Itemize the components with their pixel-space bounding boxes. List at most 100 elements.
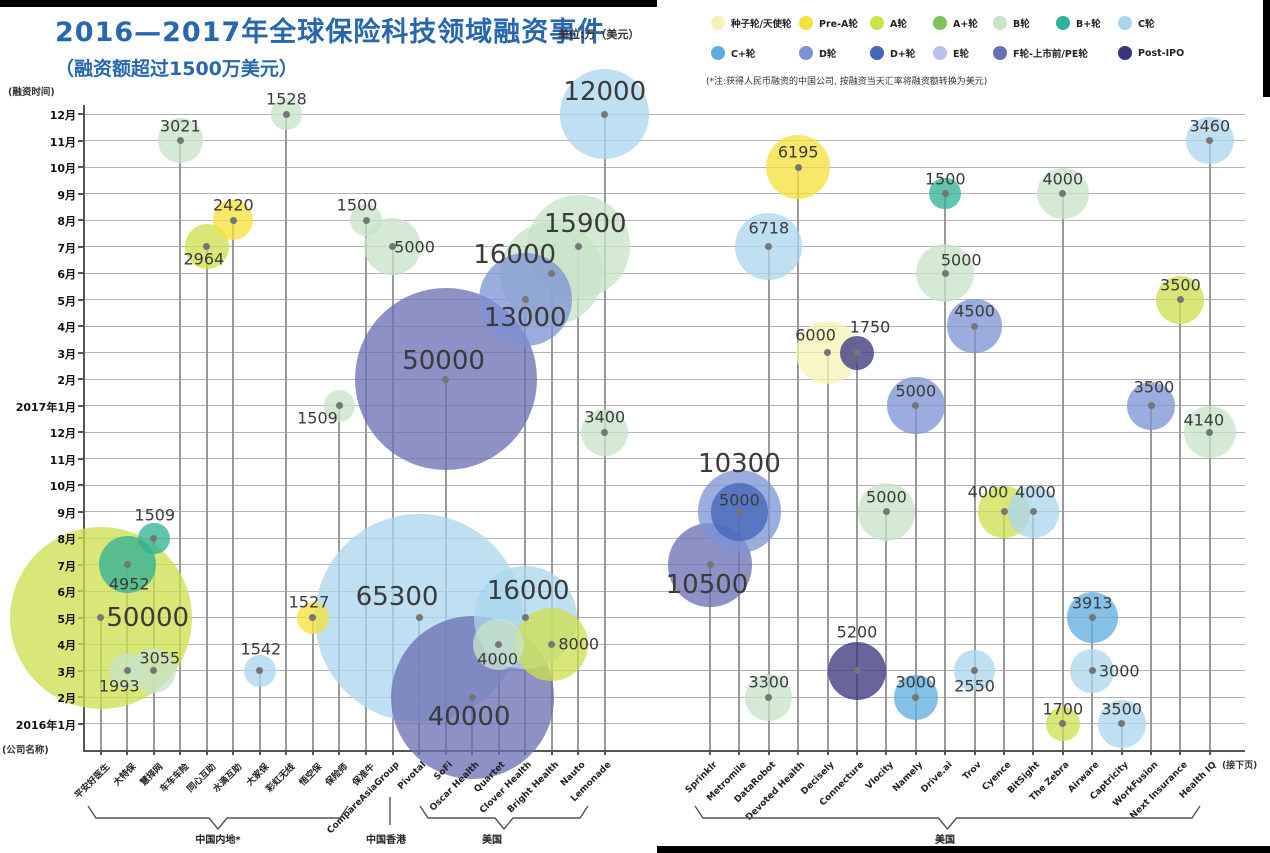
x-axis-tick bbox=[577, 750, 579, 755]
grid-line bbox=[83, 167, 1245, 168]
value-label: 1528 bbox=[266, 90, 307, 109]
value-label: 13000 bbox=[484, 303, 567, 333]
grid-line bbox=[83, 405, 1245, 406]
event-dot bbox=[1177, 296, 1184, 303]
x-axis-tick bbox=[1150, 750, 1152, 755]
value-label: 3055 bbox=[139, 648, 180, 667]
value-label: 4952 bbox=[109, 574, 150, 593]
x-axis-tick bbox=[1003, 750, 1005, 755]
grid-line bbox=[83, 220, 1245, 221]
event-dot bbox=[1206, 429, 1213, 436]
event-dot bbox=[854, 667, 861, 674]
event-dot bbox=[177, 137, 184, 144]
x-axis-tick bbox=[259, 750, 261, 755]
legend-swatch-postIPO bbox=[1118, 46, 1132, 60]
value-label: 6000 bbox=[795, 325, 836, 344]
event-dot bbox=[1001, 508, 1008, 515]
page-title: 2016—2017年全球保险科技领域融资事件 bbox=[55, 10, 605, 49]
month-label: 10月 bbox=[0, 160, 76, 176]
month-label: 11月 bbox=[0, 452, 76, 468]
month-label: 8月 bbox=[0, 531, 76, 547]
group-brace bbox=[695, 806, 1200, 829]
value-label: 1993 bbox=[99, 676, 140, 695]
scan-border-top bbox=[0, 0, 657, 7]
event-dot bbox=[601, 429, 608, 436]
x-axis-line bbox=[83, 750, 1245, 752]
x-axis-tick bbox=[126, 750, 128, 755]
grid-line bbox=[83, 697, 1245, 698]
next-page-label: (接下页) bbox=[1222, 758, 1257, 771]
grid-line bbox=[83, 246, 1245, 247]
region-group-label: 中国香港 bbox=[366, 831, 406, 846]
value-label: 10500 bbox=[666, 570, 749, 600]
legend-swatch-F bbox=[993, 46, 1007, 60]
grid-line bbox=[83, 379, 1245, 380]
x-axis-tick bbox=[1209, 750, 1211, 755]
event-stick bbox=[232, 220, 234, 750]
x-axis-tick bbox=[1091, 750, 1093, 755]
event-stick bbox=[577, 247, 579, 750]
grid-line bbox=[83, 591, 1245, 592]
value-label: 4000 bbox=[1042, 169, 1083, 188]
company-label: 保险师 bbox=[322, 760, 350, 788]
month-label: 4月 bbox=[0, 319, 76, 335]
month-label: 4月 bbox=[0, 637, 76, 653]
value-label: 1700 bbox=[1042, 699, 1083, 718]
event-stick bbox=[285, 114, 287, 750]
footnote: (*注:获得人民币融资的中国公司, 按融资当天汇率将融资额转换为美元) bbox=[706, 74, 987, 87]
month-label: 6月 bbox=[0, 266, 76, 282]
infographic-bubble-chart: { "title": { "text": "2016—2017年全球保险科技领域… bbox=[0, 0, 1270, 853]
value-label: 8000 bbox=[558, 635, 599, 654]
grid-line bbox=[83, 458, 1245, 459]
legend-label: 种子轮/天使轮 bbox=[731, 16, 791, 30]
value-label: 5000 bbox=[941, 251, 982, 270]
value-label: 3000 bbox=[1099, 661, 1140, 680]
legend-item: 种子轮/天使轮 bbox=[711, 16, 791, 30]
legend-swatch-Bplus bbox=[1056, 16, 1070, 30]
x-axis-tick bbox=[856, 750, 858, 755]
x-axis-tick bbox=[1121, 750, 1123, 755]
legend-item: C轮 bbox=[1118, 16, 1154, 30]
value-label: 3021 bbox=[160, 116, 201, 135]
x-axis-tick bbox=[206, 750, 208, 755]
x-axis-tick bbox=[312, 750, 314, 755]
x-axis-tick bbox=[551, 750, 553, 755]
region-group-label: 美国 bbox=[935, 831, 955, 846]
x-axis-tick bbox=[827, 750, 829, 755]
month-label: 12月 bbox=[0, 425, 76, 441]
x-axis-tick bbox=[1032, 750, 1034, 755]
legend-swatch-B bbox=[993, 16, 1007, 30]
event-stick bbox=[885, 512, 887, 750]
value-label: 1500 bbox=[337, 196, 378, 215]
x-axis-tick bbox=[738, 750, 740, 755]
month-label: 7月 bbox=[0, 240, 76, 256]
grid-line bbox=[83, 352, 1245, 353]
event-dot bbox=[971, 323, 978, 330]
legend-label: B轮 bbox=[1013, 16, 1030, 30]
legend-label: E轮 bbox=[953, 46, 969, 60]
value-label: 3400 bbox=[584, 408, 625, 427]
event-stick bbox=[1179, 300, 1181, 750]
value-label: 3913 bbox=[1072, 593, 1113, 612]
event-dot bbox=[469, 694, 476, 701]
group-braces bbox=[0, 795, 1270, 853]
event-stick bbox=[206, 247, 208, 750]
event-dot bbox=[1148, 402, 1155, 409]
value-label: 2550 bbox=[954, 676, 995, 695]
grid-line bbox=[83, 299, 1245, 300]
event-dot bbox=[548, 270, 555, 277]
legend-label: D轮 bbox=[819, 46, 836, 60]
event-dot bbox=[442, 376, 449, 383]
x-axis-tick bbox=[232, 750, 234, 755]
value-label: 6195 bbox=[778, 143, 819, 162]
value-label: 5000 bbox=[866, 487, 907, 506]
legend-label: C轮 bbox=[1138, 16, 1154, 30]
legend-item: C+轮 bbox=[711, 46, 755, 60]
value-label: 1527 bbox=[289, 592, 330, 611]
scan-border-right bbox=[1263, 0, 1270, 97]
x-axis-tick bbox=[709, 750, 711, 755]
event-stick bbox=[827, 353, 829, 750]
x-axis-tick bbox=[944, 750, 946, 755]
x-axis-tick bbox=[974, 750, 976, 755]
event-dot bbox=[942, 270, 949, 277]
